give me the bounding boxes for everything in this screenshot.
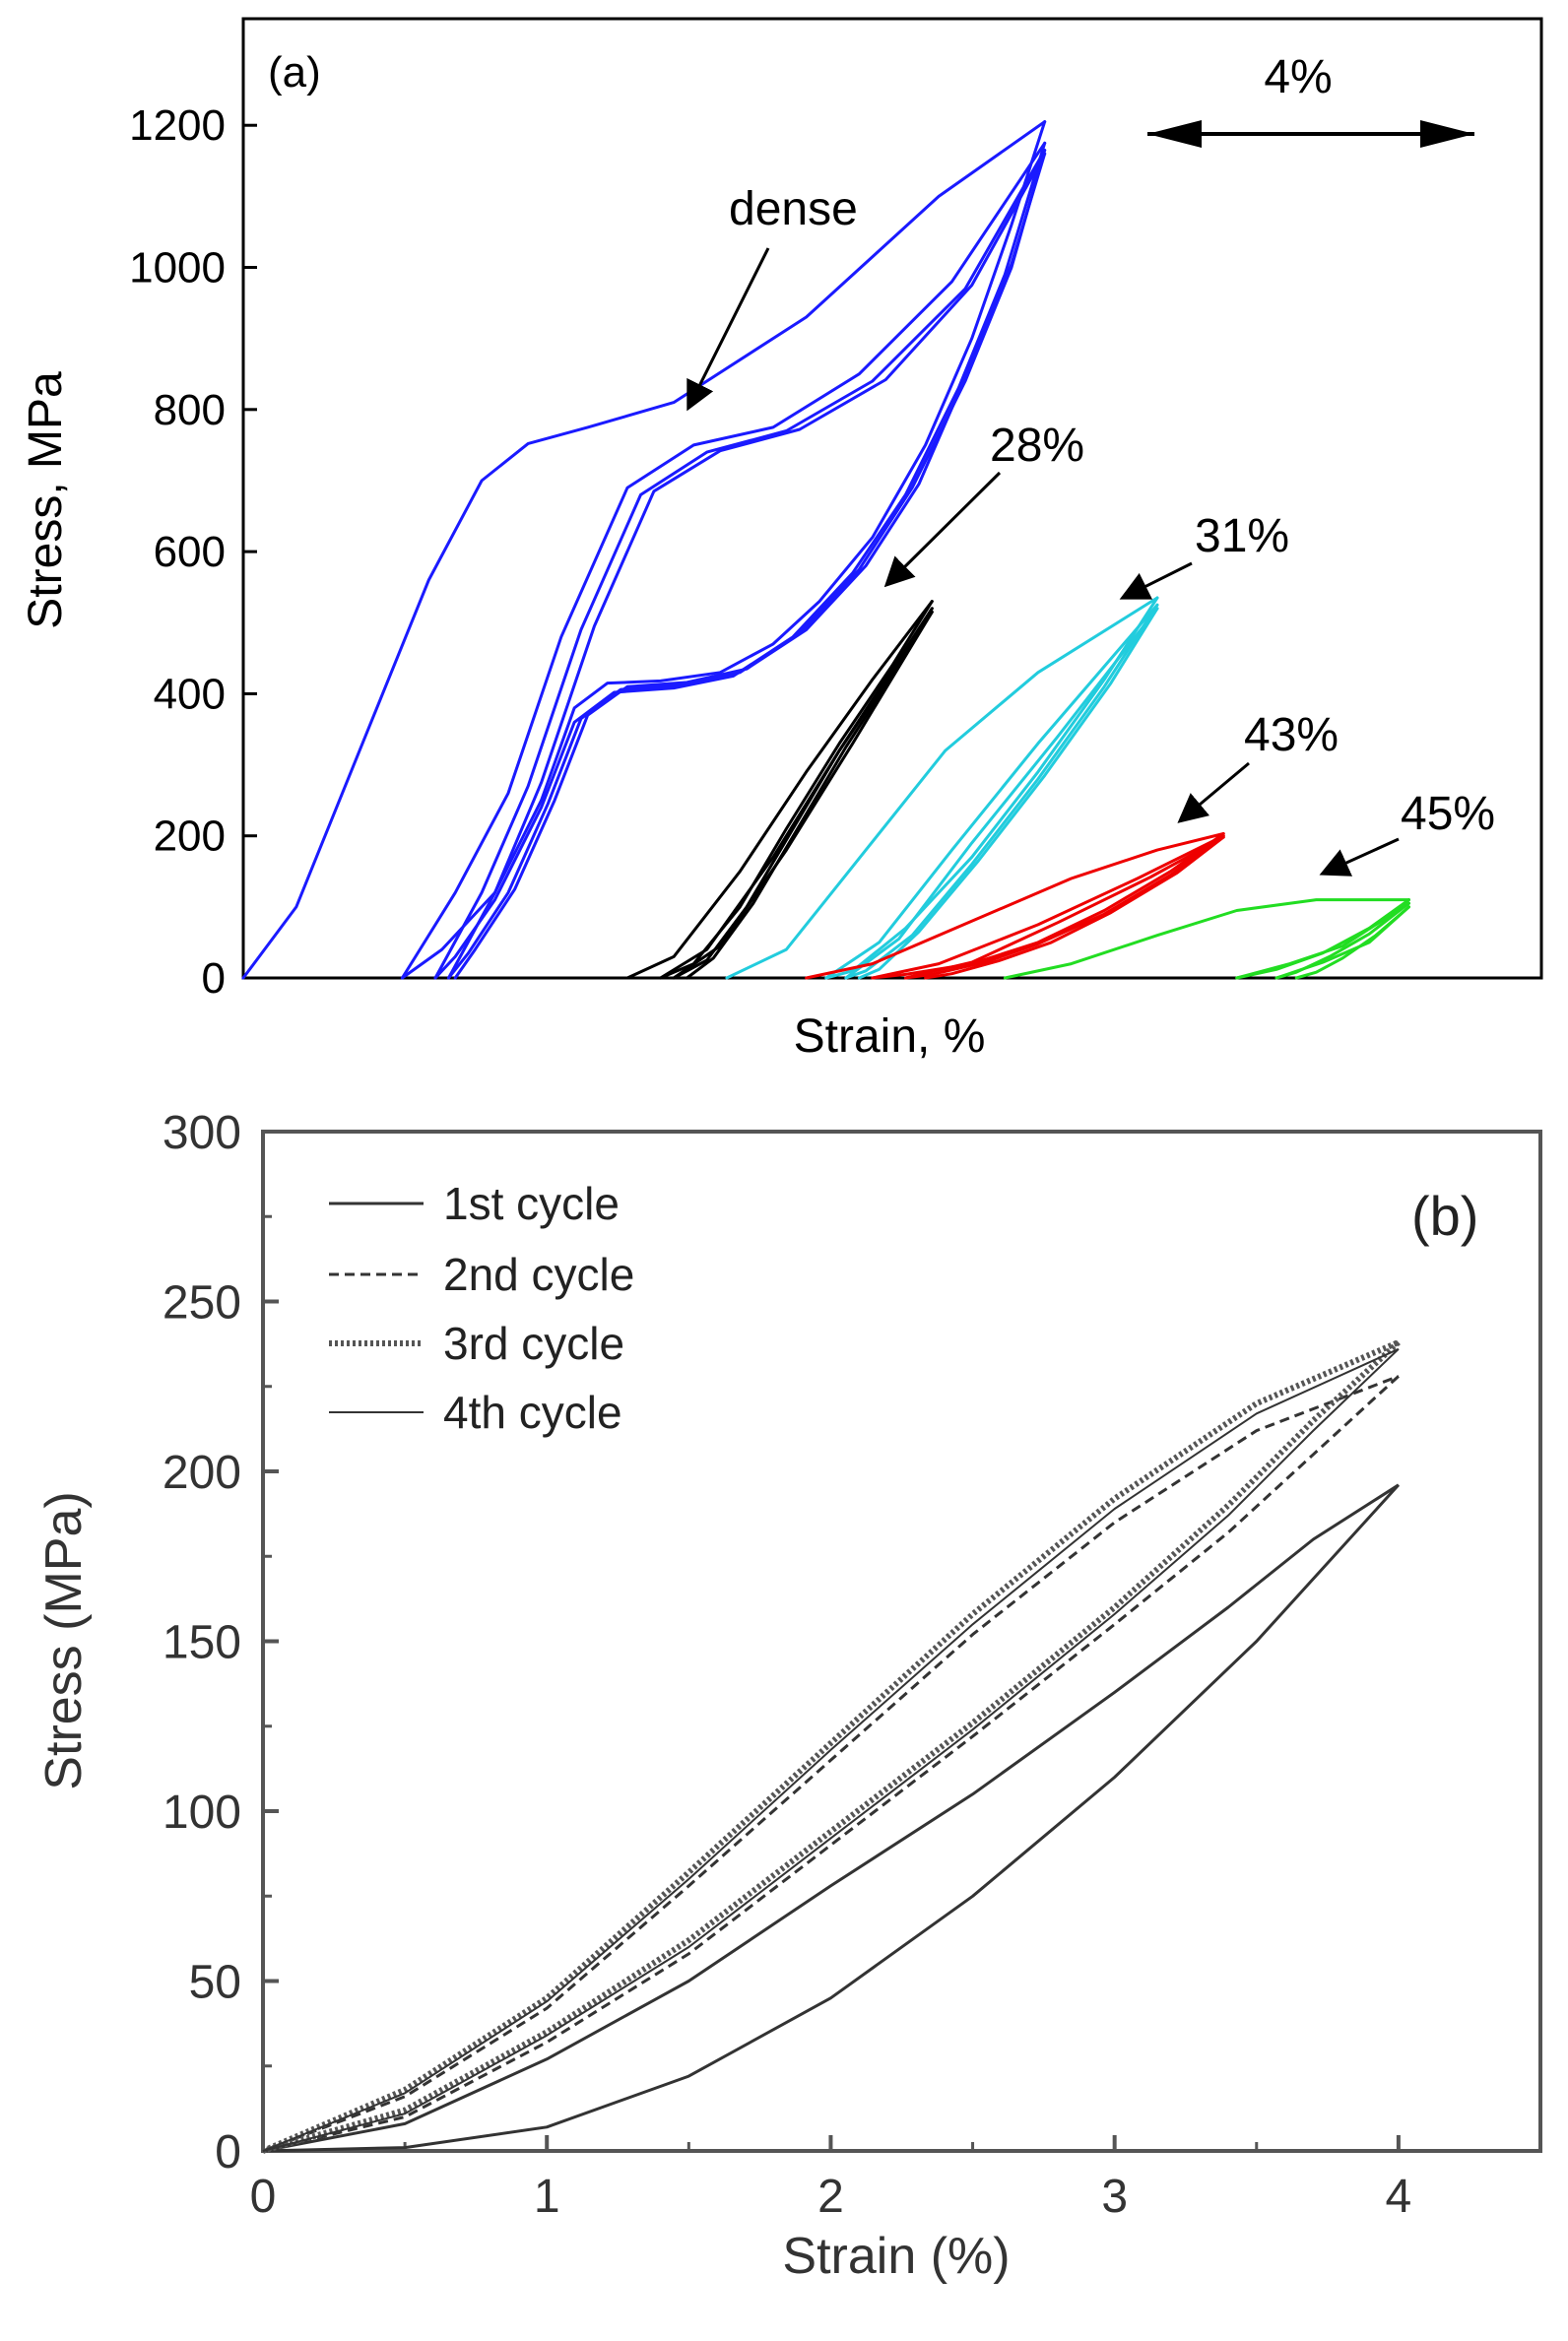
- curve-cycle-3-unload: [262, 1339, 1401, 2154]
- x-tick-label-b: 4: [1386, 2171, 1412, 2223]
- panel-label-b: (b): [1411, 1185, 1478, 1247]
- curve-cycle-3-load: [261, 1339, 1401, 2154]
- curve-dense-cycle-2-unload: [433, 141, 1047, 980]
- y-tick-label-a: 200: [154, 813, 226, 861]
- y-tick-label-a: 600: [154, 528, 226, 576]
- curves-a: [241, 120, 1410, 980]
- curve-43pct-cycle-2-unload: [903, 834, 1225, 980]
- legend-label-1st: 1st cycle: [443, 1178, 620, 1229]
- y-tick-label-a: 1000: [129, 244, 226, 293]
- y-tick-label-b: 0: [215, 2126, 241, 2178]
- curve-cycle-4-load: [262, 1347, 1400, 2152]
- y-axis-label-a: Stress, MPa: [20, 371, 72, 629]
- arrow-43: [1177, 761, 1250, 823]
- panel-label-a: (a): [268, 48, 321, 97]
- arrow-31: [1119, 561, 1193, 600]
- arrow-28: [883, 471, 1002, 588]
- scale-bar-label: 4%: [1264, 51, 1332, 103]
- curve-31pct-cycle-2-unload: [844, 603, 1159, 980]
- arrow-45: [1319, 837, 1400, 877]
- y-tick-label-b: 150: [163, 1617, 241, 1669]
- scale-bar-left-arrowhead: [1147, 120, 1202, 148]
- curve-cycle-4-unload: [262, 1348, 1400, 2152]
- y-tick-label-a: 0: [202, 954, 226, 1003]
- curve-43pct-cycle-2-load: [871, 834, 1225, 980]
- y-tick-label-b: 100: [163, 1787, 241, 1839]
- curve-31pct-cycle-1-load: [725, 596, 1159, 980]
- y-tick-label-a: 1200: [129, 101, 226, 150]
- curve-dense-cycle-4-load: [447, 152, 1047, 980]
- annotation-31: 31%: [1195, 510, 1289, 562]
- y-axis-ticks-a: 0 200 400 600 800 1000 1200: [129, 101, 257, 1003]
- curves-b: [261, 1339, 1401, 2154]
- x-tick-label-b: 1: [534, 2171, 560, 2223]
- curve-31pct-cycle-3-unload: [857, 607, 1159, 980]
- annotation-43: 43%: [1244, 709, 1339, 761]
- curve-cycle-1-load: [262, 1483, 1401, 2153]
- x-tick-label-b: 2: [817, 2171, 844, 2223]
- legend-label-3rd: 3rd cycle: [443, 1318, 624, 1369]
- curve-43pct-cycle-1-load: [805, 832, 1225, 980]
- y-axis-label-b: Stress (MPa): [35, 1491, 93, 1789]
- x-axis-label-a: Strain, %: [794, 1010, 986, 1063]
- curve-dense-cycle-1-load: [241, 120, 1047, 980]
- curve-dense-cycle-4-unload: [453, 152, 1047, 980]
- scale-bar-right-arrowhead: [1420, 120, 1474, 148]
- legend-b: 1st cycle 2nd cycle 3rd cycle 4th cycle: [329, 1178, 634, 1438]
- curve-dense-cycle-3-load: [433, 149, 1047, 980]
- y-tick-label-b: 300: [163, 1107, 241, 1159]
- legend-label-4th: 4th cycle: [443, 1387, 622, 1438]
- curve-28pct-cycle-3-unload: [686, 610, 934, 980]
- curve-28pct-cycle-1-load: [625, 600, 934, 980]
- panel-b: 0 50 100 150 200 250 300 0 1 2 3 4 (b) 1st cycle 2n…: [35, 1107, 1542, 2285]
- curve-31pct-cycle-3-load: [844, 607, 1159, 980]
- curve-dense-cycle-1-unload: [400, 120, 1047, 980]
- curve-45pct-cycle-1-load: [1003, 898, 1410, 980]
- curve-cycle-2-load: [262, 1374, 1400, 2153]
- curve-dense-cycle-2-load: [400, 141, 1047, 980]
- annotation-45: 45%: [1401, 788, 1495, 840]
- y-tick-label-b: 50: [189, 1957, 241, 2009]
- curve-28pct-cycle-2-unload: [672, 607, 934, 980]
- y-tick-label-a: 400: [154, 670, 226, 718]
- plot-frame-a: [241, 17, 1543, 980]
- x-tick-label-b: 3: [1101, 2171, 1128, 2223]
- annotation-dense: dense: [729, 183, 858, 235]
- panel-a: 0 200 400 600 800 1000 1200 (a) 4% dense 28% 3…: [20, 17, 1543, 1063]
- arrow-dense: [686, 247, 770, 412]
- y-tick-label-b: 250: [163, 1277, 241, 1330]
- curve-cycle-2-unload: [262, 1375, 1400, 2153]
- x-tick-label-b: 0: [250, 2171, 277, 2223]
- curve-45pct-cycle-3-unload: [1294, 905, 1410, 980]
- y-tick-label-a: 800: [154, 386, 226, 434]
- curve-31pct-cycle-2-load: [824, 603, 1159, 980]
- curve-45pct-cycle-2-load: [1235, 901, 1410, 980]
- curve-45pct-cycle-1-unload: [1235, 898, 1410, 980]
- curve-31pct-cycle-1-unload: [824, 596, 1159, 980]
- annotation-28: 28%: [990, 420, 1084, 472]
- curve-43pct-cycle-3-load: [903, 835, 1225, 980]
- x-axis-label-b: Strain (%): [782, 2228, 1010, 2285]
- curve-43pct-cycle-3-unload: [924, 835, 1225, 980]
- y-tick-label-b: 200: [163, 1447, 241, 1499]
- curve-cycle-1-unload: [262, 1483, 1400, 2153]
- legend-label-2nd: 2nd cycle: [443, 1249, 634, 1300]
- axis-ticks-b: 0 50 100 150 200 250 300 0 1 2 3 4: [163, 1107, 1411, 2223]
